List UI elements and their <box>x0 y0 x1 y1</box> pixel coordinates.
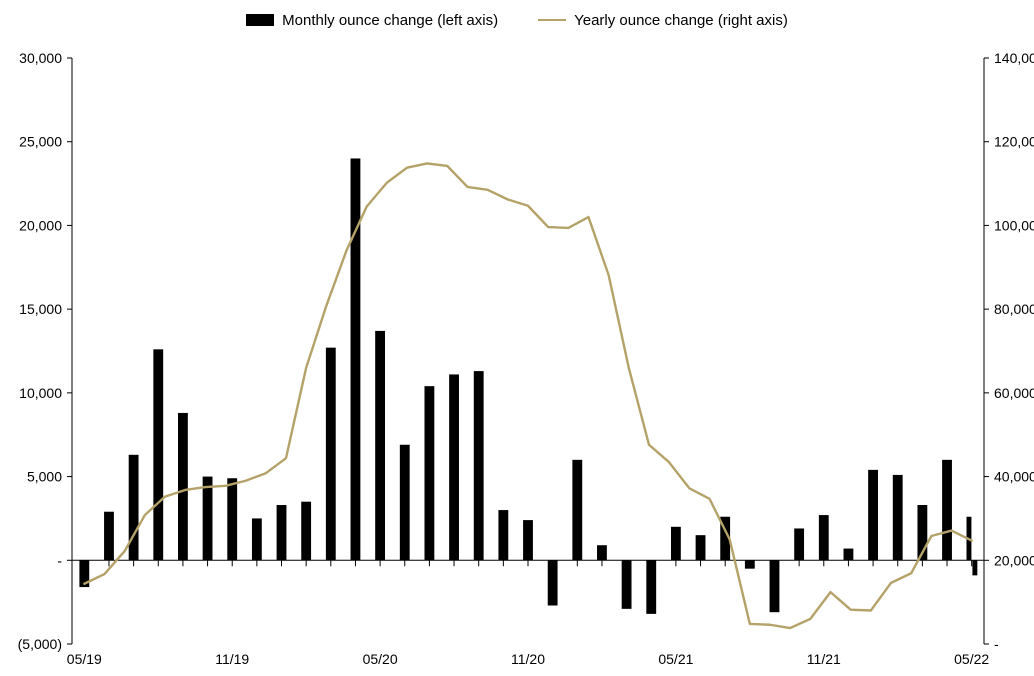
bar <box>819 515 829 560</box>
bar <box>972 560 977 575</box>
legend-label-monthly: Monthly ounce change (left axis) <box>282 12 498 29</box>
bar <box>671 527 681 560</box>
bar <box>523 520 533 560</box>
bar <box>893 475 903 560</box>
bar <box>597 545 607 560</box>
bar <box>375 331 385 560</box>
bar <box>104 512 114 561</box>
chart-legend: Monthly ounce change (left axis) Yearly … <box>0 5 1034 35</box>
bar <box>548 560 558 605</box>
bar <box>498 510 508 560</box>
bar <box>942 460 952 560</box>
y-left-tick-label: 20,000 <box>19 217 62 233</box>
y-left-tick-label: 30,000 <box>19 50 62 66</box>
y-right-tick-label: 60,000 <box>994 385 1034 401</box>
y-left-tick-label: 5,000 <box>27 469 62 485</box>
bar <box>326 348 336 561</box>
legend-swatch-bar <box>246 14 274 26</box>
bar <box>351 158 361 560</box>
bar <box>424 386 434 560</box>
x-tick-label: 05/19 <box>67 651 102 667</box>
bar <box>794 528 804 560</box>
y-right-tick-label: 120,000 <box>994 134 1034 150</box>
y-left-tick-label: 25,000 <box>19 134 62 150</box>
bar <box>227 478 237 560</box>
bar <box>770 560 780 612</box>
y-left-tick-label: - <box>57 552 62 568</box>
bar <box>844 549 854 561</box>
x-tick-label: 05/22 <box>954 651 989 667</box>
y-right-tick-label: 100,000 <box>994 217 1034 233</box>
y-right-tick-label: 80,000 <box>994 301 1034 317</box>
bar <box>129 455 139 560</box>
bar <box>252 518 262 560</box>
bar <box>153 349 163 560</box>
ounce-change-chart: Monthly ounce change (left axis) Yearly … <box>0 0 1034 676</box>
bar <box>301 502 311 561</box>
bar <box>868 470 878 560</box>
bar <box>474 371 484 560</box>
bar <box>400 445 410 561</box>
bar <box>572 460 582 560</box>
legend-item-monthly: Monthly ounce change (left axis) <box>246 12 498 29</box>
bar <box>696 535 706 560</box>
bar <box>277 505 287 560</box>
x-tick-label: 11/19 <box>215 651 249 667</box>
bar <box>646 560 656 614</box>
x-tick-label: 11/20 <box>511 651 545 667</box>
legend-item-yearly: Yearly ounce change (right axis) <box>538 12 788 29</box>
y-right-tick-label: - <box>994 636 999 652</box>
x-tick-label: 05/20 <box>363 651 398 667</box>
y-left-tick-label: 15,000 <box>19 301 62 317</box>
bar <box>203 477 213 561</box>
y-left-tick-label: 10,000 <box>19 385 62 401</box>
chart-svg: (5,000) - 5,000 10,000 15,000 20,000 25,000 30,… <box>0 0 1034 676</box>
x-tick-label: 11/21 <box>807 651 841 667</box>
bar <box>178 413 188 560</box>
y-right-tick-label: 140,000 <box>994 50 1034 66</box>
bar <box>622 560 632 609</box>
legend-swatch-line <box>538 19 566 21</box>
legend-label-yearly: Yearly ounce change (right axis) <box>574 12 788 29</box>
bar <box>449 374 459 560</box>
y-right-tick-label: 40,000 <box>994 469 1034 485</box>
x-tick-label: 05/21 <box>658 651 693 667</box>
y-right-tick-label: 20,000 <box>994 552 1034 568</box>
y-left-tick-label: (5,000) <box>18 636 62 652</box>
